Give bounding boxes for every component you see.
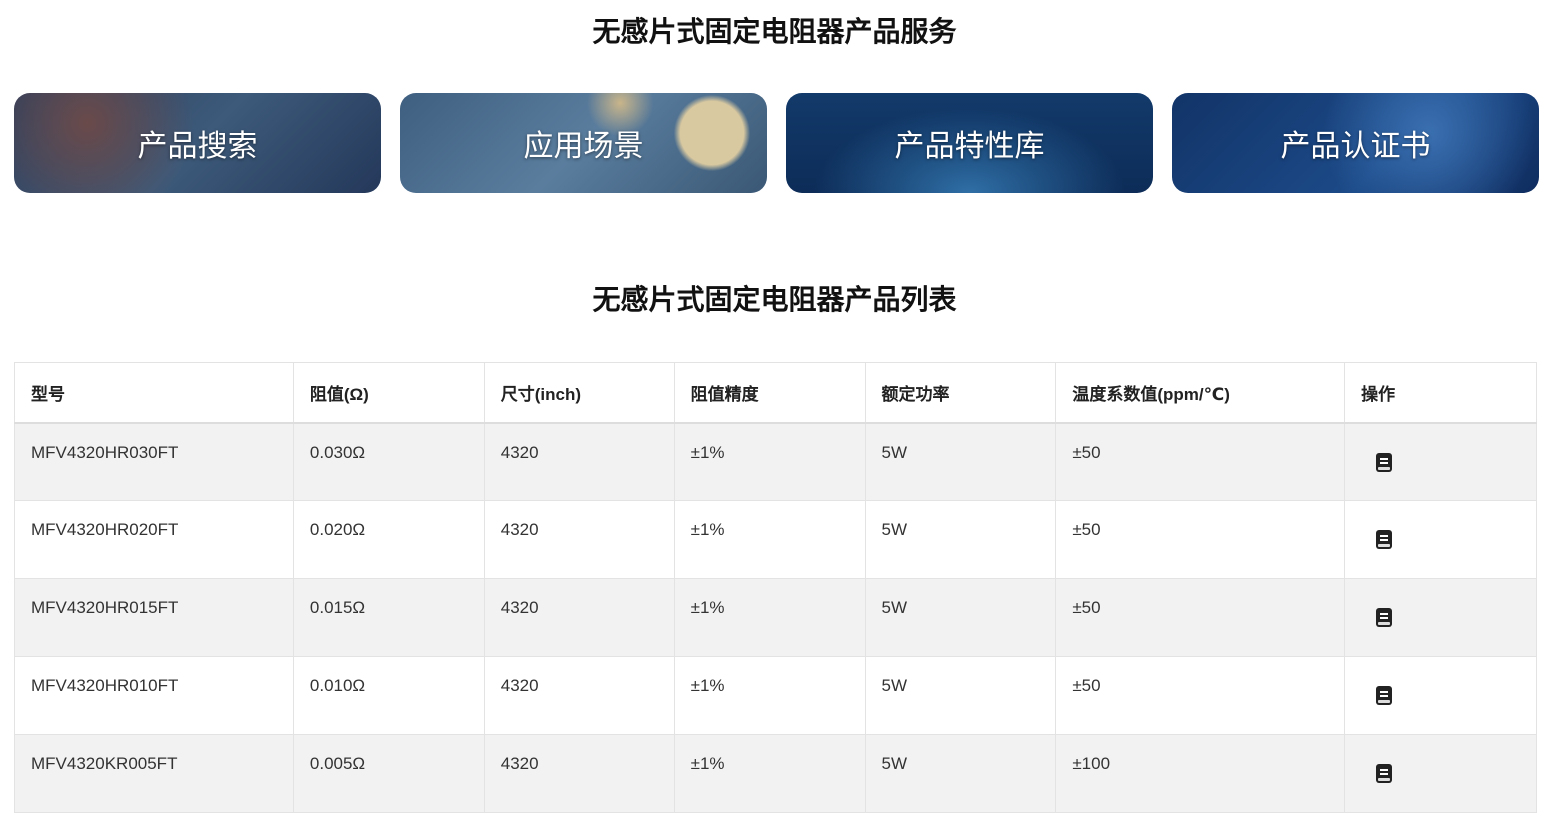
list-title: 无感片式固定电阻器产品列表 xyxy=(592,284,957,315)
table-cell: ±1% xyxy=(673,734,866,813)
services-title: 无感片式固定电阻器产品服务 xyxy=(592,16,957,47)
table-cell: ±50 xyxy=(1055,422,1346,501)
table-cell: 0.020Ω xyxy=(292,500,485,579)
table-cell: ±1% xyxy=(673,656,866,735)
table-cell: 4320 xyxy=(483,578,675,657)
table-row: MFV4320KR005FT 0.005Ω 4320 ±1% 5W ±100 xyxy=(14,734,1537,813)
card-product-search[interactable]: 产品搜索 xyxy=(14,93,381,193)
table-cell: MFV4320HR030FT xyxy=(14,422,294,501)
action-cell xyxy=(1344,656,1537,735)
table-row: MFV4320HR015FT 0.015Ω 4320 ±1% 5W ±50 xyxy=(14,578,1537,657)
card-applications[interactable]: 应用场景 xyxy=(400,93,767,193)
book-icon[interactable] xyxy=(1376,530,1393,549)
table-cell: 4320 xyxy=(483,500,675,579)
table-row: MFV4320HR020FT 0.020Ω 4320 ±1% 5W ±50 xyxy=(14,500,1537,579)
card-label: 产品搜索 xyxy=(137,130,258,163)
card-label: 产品认证书 xyxy=(1280,130,1431,163)
table-cell: 5W xyxy=(864,734,1057,813)
action-cell xyxy=(1344,500,1537,579)
column-header: 阻值精度 xyxy=(673,362,866,424)
table-cell: 4320 xyxy=(483,422,675,501)
card-label: 产品特性库 xyxy=(894,130,1045,163)
book-icon[interactable] xyxy=(1376,764,1393,783)
table-cell: ±1% xyxy=(673,500,866,579)
column-header: 型号 xyxy=(14,362,294,424)
table-cell: 5W xyxy=(864,578,1057,657)
table-cell: 4320 xyxy=(483,656,675,735)
column-header: 温度系数值(ppm/℃) xyxy=(1055,362,1346,424)
table-cell: ±50 xyxy=(1055,656,1346,735)
table-cell: ±100 xyxy=(1055,734,1346,813)
table-row: MFV4320HR010FT 0.010Ω 4320 ±1% 5W ±50 xyxy=(14,656,1537,735)
column-header: 额定功率 xyxy=(864,362,1057,424)
table-cell: 5W xyxy=(864,656,1057,735)
book-icon[interactable] xyxy=(1376,452,1393,472)
table-cell: 0.015Ω xyxy=(292,578,485,657)
table-cell: 0.030Ω xyxy=(292,422,485,501)
service-cards: 产品搜索 应用场景 产品特性库 产品认证书 xyxy=(14,93,1539,193)
action-cell xyxy=(1344,734,1537,813)
action-cell xyxy=(1344,578,1537,657)
table-cell: ±50 xyxy=(1055,578,1346,657)
column-header: 尺寸(inch) xyxy=(483,362,675,424)
table-header: 型号 阻值(Ω) 尺寸(inch) 阻值精度 额定功率 温度系数值(ppm/℃) 操作 xyxy=(14,362,1537,424)
card-characteristics[interactable]: 产品特性库 xyxy=(786,93,1153,193)
table-cell: 5W xyxy=(864,500,1057,579)
card-certificates[interactable]: 产品认证书 xyxy=(1172,93,1539,193)
action-cell xyxy=(1344,422,1537,501)
column-header: 阻值(Ω) xyxy=(292,362,485,424)
table-cell: 0.010Ω xyxy=(292,656,485,735)
table-cell: ±1% xyxy=(673,422,866,501)
table-cell: 0.005Ω xyxy=(292,734,485,813)
column-header: 操作 xyxy=(1344,362,1537,424)
card-label: 应用场景 xyxy=(523,130,644,163)
table-cell: 4320 xyxy=(483,734,675,813)
product-table: 型号 阻值(Ω) 尺寸(inch) 阻值精度 额定功率 温度系数值(ppm/℃) 操作 MF… xyxy=(14,362,1537,813)
table-cell: MFV4320KR005FT xyxy=(14,734,294,813)
book-icon[interactable] xyxy=(1376,686,1393,705)
table-cell: MFV4320HR010FT xyxy=(14,656,294,735)
table-cell: 5W xyxy=(864,422,1057,501)
book-icon[interactable] xyxy=(1376,608,1393,627)
table-cell: MFV4320HR020FT xyxy=(14,500,294,579)
table-row: MFV4320HR030FT 0.030Ω 4320 ±1% 5W ±50 xyxy=(14,422,1537,501)
table-cell: ±50 xyxy=(1055,500,1346,579)
table-cell: ±1% xyxy=(673,578,866,657)
table-cell: MFV4320HR015FT xyxy=(14,578,294,657)
